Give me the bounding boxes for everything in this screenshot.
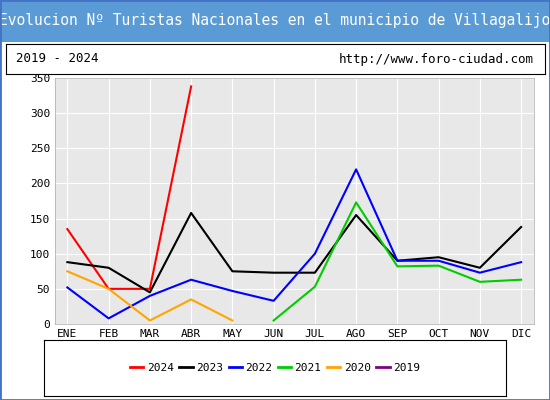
Line: 2020: 2020 bbox=[67, 271, 232, 320]
2023 bbox=[229, 269, 235, 274]
2022 bbox=[435, 258, 442, 263]
2022 bbox=[229, 288, 235, 293]
2022 bbox=[271, 298, 277, 303]
2021 bbox=[271, 318, 277, 323]
Line: 2023: 2023 bbox=[67, 213, 521, 292]
Text: Evolucion Nº Turistas Nacionales en el municipio de Villagalijo: Evolucion Nº Turistas Nacionales en el m… bbox=[0, 14, 550, 28]
2023 bbox=[394, 258, 400, 263]
2022 bbox=[106, 316, 112, 321]
2023 bbox=[188, 210, 195, 215]
2020 bbox=[188, 297, 195, 302]
2021 bbox=[518, 277, 525, 282]
Line: 2024: 2024 bbox=[67, 86, 191, 289]
2023 bbox=[106, 265, 112, 270]
2023 bbox=[476, 265, 483, 270]
2022 bbox=[311, 251, 318, 256]
2022 bbox=[146, 294, 153, 298]
2021 bbox=[353, 200, 359, 205]
2023 bbox=[518, 225, 525, 230]
2022 bbox=[394, 258, 400, 263]
Text: 2019 - 2024: 2019 - 2024 bbox=[16, 52, 99, 66]
2020 bbox=[229, 318, 235, 323]
2020 bbox=[64, 269, 70, 274]
Legend: 2024, 2023, 2022, 2021, 2020, 2019: 2024, 2023, 2022, 2021, 2020, 2019 bbox=[125, 358, 425, 378]
2021 bbox=[311, 284, 318, 289]
2023 bbox=[311, 270, 318, 275]
2022 bbox=[518, 260, 525, 264]
2023 bbox=[64, 260, 70, 264]
2023 bbox=[271, 270, 277, 275]
Text: http://www.foro-ciudad.com: http://www.foro-ciudad.com bbox=[339, 52, 534, 66]
2022 bbox=[476, 270, 483, 275]
2023 bbox=[353, 213, 359, 218]
2023 bbox=[146, 290, 153, 295]
2020 bbox=[106, 286, 112, 291]
2020 bbox=[146, 318, 153, 323]
2023 bbox=[435, 255, 442, 260]
2021 bbox=[435, 263, 442, 268]
Line: 2022: 2022 bbox=[67, 169, 521, 318]
2024 bbox=[64, 227, 70, 232]
2022 bbox=[353, 167, 359, 172]
2022 bbox=[188, 277, 195, 282]
2021 bbox=[394, 264, 400, 269]
Line: 2021: 2021 bbox=[274, 202, 521, 320]
2021 bbox=[476, 280, 483, 284]
2024 bbox=[188, 84, 195, 89]
2022 bbox=[64, 285, 70, 290]
2024 bbox=[106, 286, 112, 291]
2024 bbox=[146, 286, 153, 291]
